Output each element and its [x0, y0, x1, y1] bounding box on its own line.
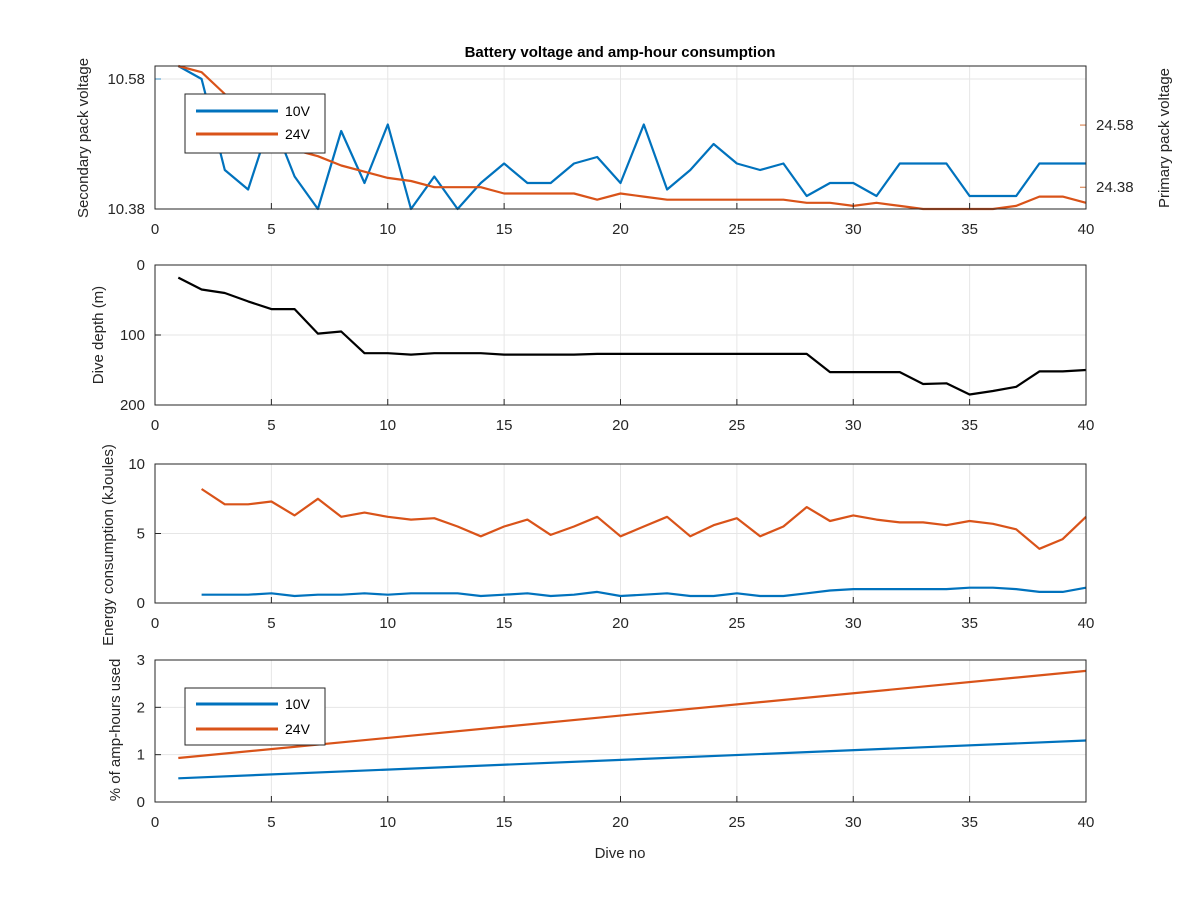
amphours-xtick-label: 20 [612, 814, 629, 831]
depth-plot-area [177, 276, 1087, 396]
depth-xtick-label: 30 [845, 417, 862, 434]
amphours-axes-box [154, 659, 1087, 803]
voltage-legend: 10V 24V [184, 93, 326, 154]
depth-ytick-label: 100 [120, 327, 145, 344]
voltage-ytick-label: 10.58 [107, 71, 145, 88]
amphours-series-24v [178, 669, 1087, 760]
energy-series-10v [201, 586, 1087, 598]
amphours-panel: 0 5 10 15 20 25 30 35 40 0 1 2 3 % of amp-hours used… [107, 652, 1094, 862]
voltage-legend-label-10v: 10V [285, 103, 311, 119]
amphours-legend-box [184, 687, 326, 746]
amphours-series-10v [178, 739, 1087, 780]
voltage-xtick-label: 0 [151, 221, 159, 238]
energy-panel: 0 5 10 15 20 25 30 35 40 0 5 10 Energy consumption … [100, 444, 1094, 646]
amphours-xtick-label: 0 [151, 814, 159, 831]
amphours-ylabel: % of amp-hours used [107, 659, 124, 802]
amphours-legend: 10V 24V [184, 687, 326, 746]
voltage-series-10v [177, 65, 1086, 211]
voltage-xtick-label: 30 [845, 221, 862, 238]
voltage-ytick-label: 10.38 [107, 201, 145, 218]
energy-xtick-label: 30 [845, 615, 862, 632]
voltage-xtick-label: 40 [1078, 221, 1095, 238]
x-axis-label: Dive no [595, 845, 646, 862]
voltage-right-ytick-label: 24.58 [1096, 117, 1134, 134]
energy-xtick-label: 35 [961, 615, 978, 632]
amphours-xtick-label: 35 [961, 814, 978, 831]
voltage-xtick-label: 5 [267, 221, 275, 238]
depth-xtick-label: 40 [1078, 417, 1095, 434]
energy-plot-area [200, 488, 1087, 598]
amphours-legend-label-10v: 10V [285, 696, 311, 712]
depth-series-line0 [177, 276, 1087, 396]
energy-xtick-label: 40 [1078, 615, 1095, 632]
amphours-xtick-label: 15 [496, 814, 513, 831]
voltage-xtick-label: 25 [729, 221, 746, 238]
amphours-ytick-label: 2 [137, 699, 145, 716]
amphours-xtick-label: 5 [267, 814, 275, 831]
amphours-xtick-label: 10 [379, 814, 396, 831]
voltage-xtick-label: 20 [612, 221, 629, 238]
voltage-panel: 0 5 10 15 20 25 30 35 40 10.38 10.58 24.38 24.58 Bat… [75, 44, 1173, 238]
energy-xtick-label: 0 [151, 615, 159, 632]
energy-axes-box [154, 463, 1087, 604]
depth-ytick-label: 0 [137, 257, 145, 274]
amphours-legend-label-24v: 24V [285, 721, 311, 737]
voltage-xtick-label: 15 [496, 221, 513, 238]
energy-xtick-label: 10 [379, 615, 396, 632]
depth-xtick-label: 25 [729, 417, 746, 434]
voltage-left-ylabel: Secondary pack voltage [75, 58, 92, 218]
depth-ytick-label: 200 [120, 397, 145, 414]
voltage-xtick-label: 10 [379, 221, 396, 238]
amphours-plot-area [178, 669, 1087, 780]
depth-xtick-label: 15 [496, 417, 513, 434]
depth-xtick-label: 20 [612, 417, 629, 434]
voltage-legend-box [184, 93, 326, 154]
voltage-xtick-label: 35 [961, 221, 978, 238]
voltage-right-ytick-label: 24.38 [1096, 179, 1134, 196]
energy-series-24v [200, 488, 1087, 550]
energy-ytick-label: 0 [137, 595, 145, 612]
depth-xtick-label: 35 [961, 417, 978, 434]
amphours-xtick-label: 25 [729, 814, 746, 831]
depth-xtick-label: 0 [151, 417, 159, 434]
amphours-ytick-label: 3 [137, 652, 145, 669]
depth-axes-box [154, 264, 1087, 406]
energy-xtick-label: 5 [267, 615, 275, 632]
energy-ytick-label: 5 [137, 526, 145, 543]
depth-panel: 0 5 10 15 20 25 30 35 40 0 100 200 Dive depth (m) [90, 257, 1094, 434]
energy-xtick-label: 15 [496, 615, 513, 632]
depth-ylabel: Dive depth (m) [90, 286, 107, 384]
voltage-right-ylabel: Primary pack voltage [1156, 68, 1173, 208]
amphours-ytick-label: 1 [137, 747, 145, 764]
energy-ylabel: Energy consumption (kJoules) [100, 444, 117, 646]
depth-xtick-label: 5 [267, 417, 275, 434]
amphours-xtick-label: 30 [845, 814, 862, 831]
amphours-xtick-label: 40 [1078, 814, 1095, 831]
voltage-legend-label-24v: 24V [285, 126, 311, 142]
amphours-ticks: 0 5 10 15 20 25 30 35 40 0 1 2 3 [137, 652, 1095, 831]
energy-xtick-label: 20 [612, 615, 629, 632]
energy-xtick-label: 25 [729, 615, 746, 632]
depth-xtick-label: 10 [379, 417, 396, 434]
energy-ytick-label: 10 [128, 456, 145, 473]
chart-title: Battery voltage and amp-hour consumption [465, 44, 776, 61]
amphours-ytick-label: 0 [137, 794, 145, 811]
voltage-ticks: 0 5 10 15 20 25 30 35 40 10.38 10.58 24.38 24.58 [107, 71, 1133, 238]
voltage-axes-box [154, 65, 1087, 210]
